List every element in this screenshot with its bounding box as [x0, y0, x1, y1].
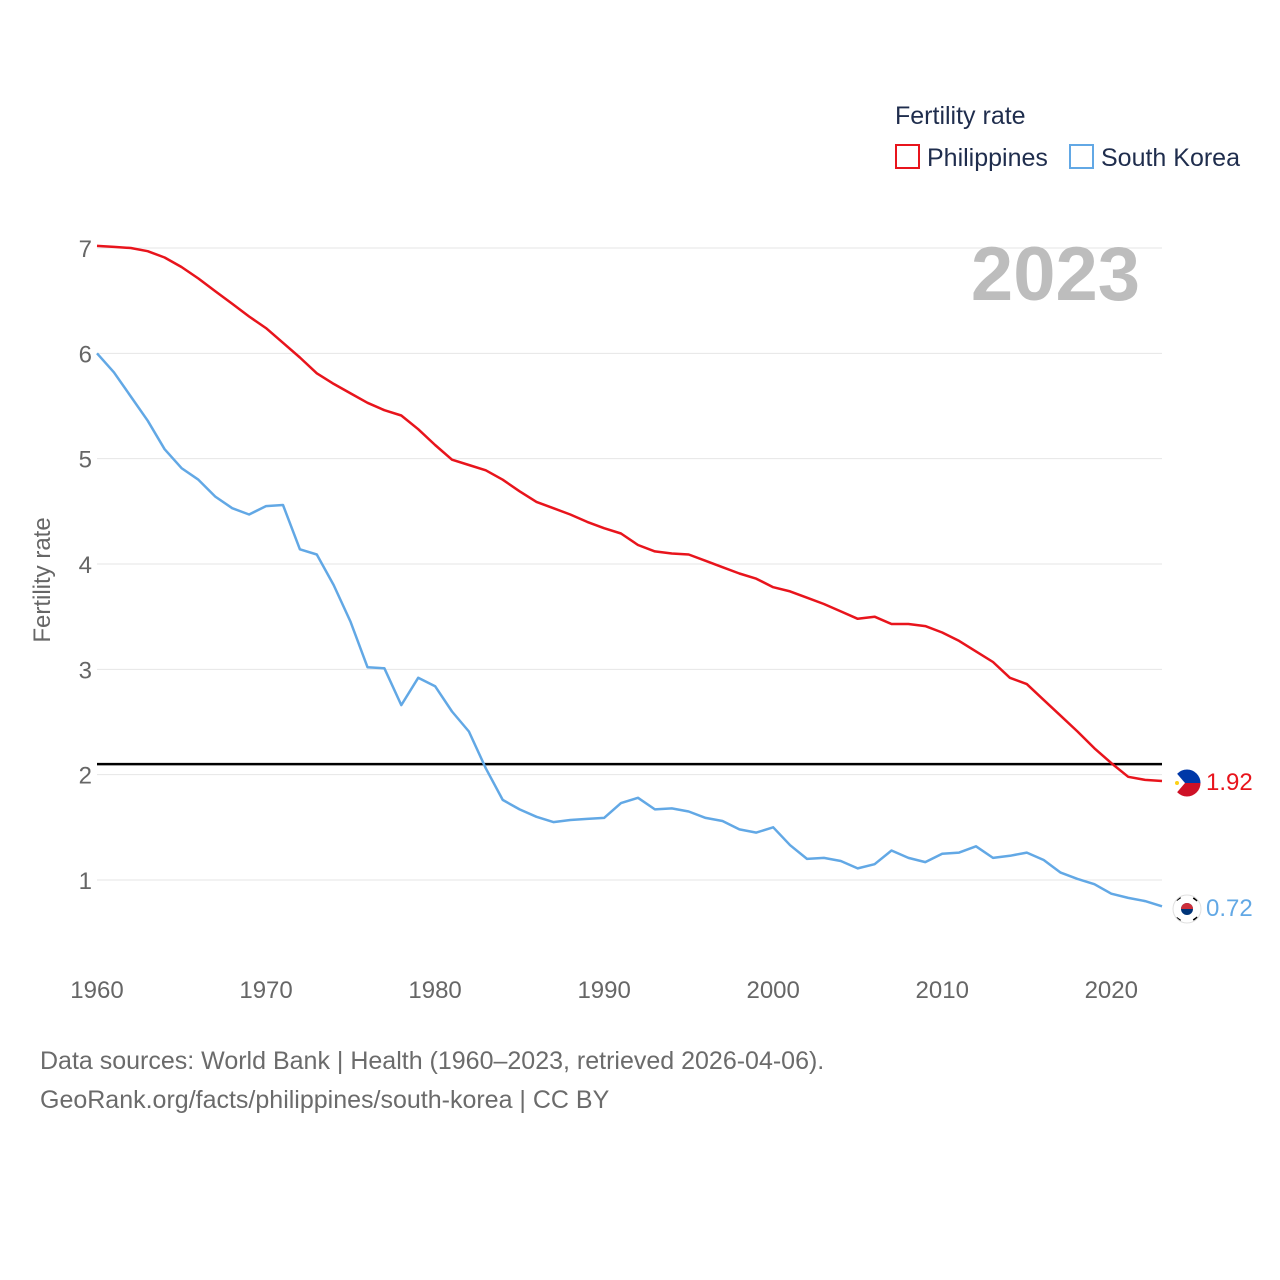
y-tick-label: 5 — [79, 447, 92, 474]
y-tick-label: 2 — [79, 763, 92, 790]
south-korea-flag-icon — [1172, 894, 1202, 924]
y-tick-label: 4 — [79, 552, 92, 579]
current-year-label: 2023 — [971, 232, 1140, 317]
data-sources-text: Data sources: World Bank | Health (1960–… — [40, 1047, 825, 1075]
y-tick-labels: 1 2 3 4 5 6 7 — [79, 236, 92, 895]
x-tick-label: 1960 — [70, 977, 123, 1004]
y-tick-label: 6 — [79, 341, 92, 368]
series-line-south-korea[interactable] — [96, 352, 1163, 908]
x-tick-label: 2010 — [916, 977, 969, 1004]
legend-swatch-philippines — [895, 144, 920, 169]
y-tick-label: 3 — [79, 657, 92, 684]
x-tick-labels: 1960 1970 1980 1990 2000 2010 2020 — [70, 977, 1138, 1004]
footer-sources: Data sources: World Bank | Health (1960–… — [40, 1042, 824, 1120]
legend-label-south-korea: South Korea — [1101, 144, 1240, 172]
series-line-philippines[interactable] — [96, 244, 1163, 783]
legend-title: Fertility rate — [895, 102, 1026, 130]
legend-item-philippines[interactable]: Philippines — [895, 144, 1048, 172]
legend-swatch-south-korea — [1069, 144, 1094, 169]
y-tick-label: 1 — [79, 868, 92, 895]
y-gridlines — [97, 247, 1162, 881]
legend: Fertility rate Philippines South Korea — [895, 102, 1240, 172]
series-lines — [96, 244, 1163, 908]
y-axis-label: Fertility rate — [29, 517, 56, 642]
end-value-south-korea: 0.72 — [1206, 895, 1253, 922]
x-tick-label: 2020 — [1085, 977, 1138, 1004]
y-tick-label: 7 — [79, 236, 92, 263]
x-tick-label: 1990 — [577, 977, 630, 1004]
philippines-flag-icon — [1172, 768, 1202, 798]
x-tick-label: 1980 — [408, 977, 461, 1004]
x-tick-label: 1970 — [239, 977, 292, 1004]
legend-item-south-korea[interactable]: South Korea — [1069, 144, 1240, 172]
end-value-philippines: 1.92 — [1206, 769, 1253, 796]
x-tick-label: 2000 — [746, 977, 799, 1004]
attribution-text: GeoRank.org/facts/philippines/south-kore… — [40, 1086, 610, 1114]
legend-label-philippines: Philippines — [927, 144, 1048, 172]
